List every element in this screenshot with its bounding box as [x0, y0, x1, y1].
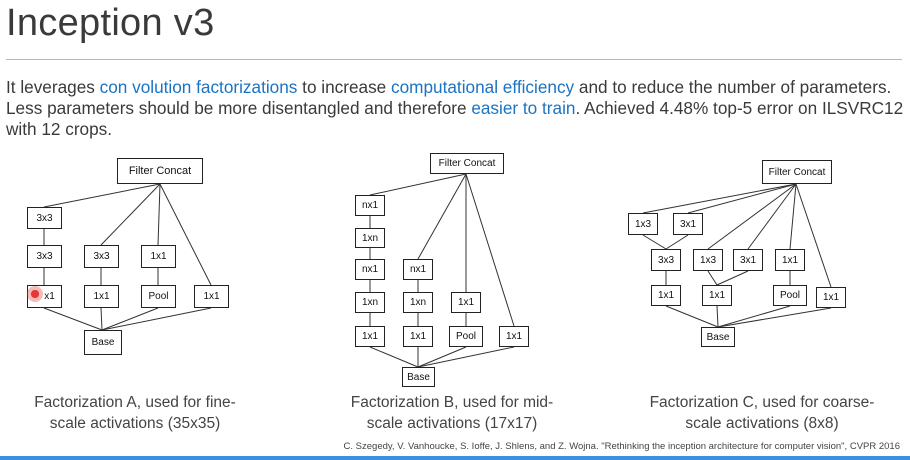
citation: C. Szegedy, V. Vanhoucke, S. Ioffe, J. S… [343, 441, 900, 452]
c-bottom-node-2: 1x1 [702, 285, 732, 306]
a-col3-pool-node: Pool [141, 285, 176, 308]
c-top-node-3x1: 3x1 [673, 213, 703, 235]
b-col4-node-1: 1x1 [499, 326, 529, 347]
b-col2-node-1: nx1 [403, 259, 433, 280]
para-text-1: It leverages [6, 77, 100, 97]
description-paragraph: It leverages con volution factorizations… [6, 77, 906, 140]
bottom-accent-bar [0, 456, 910, 460]
a-caption-line-2: scale activations (35x35) [49, 415, 221, 432]
c-caption-line-1: Factorization C, used for coarse- [649, 394, 875, 411]
a-col1-node-1: 3x3 [27, 207, 62, 229]
b-col1-node-5: 1x1 [355, 326, 385, 347]
para-text-4: . Achieved 4.48% top-5 error on ILSVRC12… [6, 98, 904, 139]
c-caption: Factorization C, used for coarse-scale a… [626, 392, 898, 434]
highlight-convolution-factorizations: con volution factorizations [99, 77, 298, 97]
a-base-node: Base [84, 330, 122, 355]
title-divider [6, 59, 902, 60]
b-caption-line-2: scale activations (17x17) [366, 415, 538, 432]
a-col3-node-1: 1x1 [141, 245, 176, 268]
a-caption: Factorization A, used for fine-scale act… [10, 392, 260, 434]
slide-title: Inception v3 [6, 2, 215, 44]
b-col1-node-4: 1xn [355, 292, 385, 313]
b-caption: Factorization B, used for mid-scale acti… [322, 392, 582, 434]
c-mid-node-1x3: 1x3 [693, 249, 723, 271]
a-col2-node-1: 3x3 [84, 245, 119, 268]
b-col3-pool-node: Pool [449, 326, 483, 347]
a-col2-node-2: 1x1 [84, 285, 119, 308]
b-caption-line-1: Factorization B, used for mid- [350, 394, 554, 411]
a-caption-line-1: Factorization A, used for fine- [34, 394, 236, 411]
b-filter-concat-node: Filter Concat [430, 153, 504, 174]
para-text-2: to increase [297, 77, 392, 97]
c-base-node: Base [701, 327, 735, 347]
c-mid-node-3x3: 3x3 [651, 249, 681, 271]
para-text-3: and to reduce the number of parameters. … [6, 77, 892, 118]
a-col1-node-2: 3x3 [27, 245, 62, 268]
a-filter-concat-node: Filter Concat [117, 158, 203, 184]
b-col3-node-1: 1x1 [451, 292, 481, 313]
cursor-pointer-icon [27, 286, 43, 302]
b-base-node: Base [402, 367, 435, 387]
c-bottom-pool-node: Pool [773, 285, 807, 306]
b-col2-node-2: 1xn [403, 292, 433, 313]
highlight-computational-efficiency: computational efficiency [391, 77, 575, 97]
b-col2-node-3: 1x1 [403, 326, 433, 347]
b-col1-node-2: 1xn [355, 228, 385, 248]
c-caption-line-2: scale activations (8x8) [685, 415, 839, 432]
c-bottom-node-1: 1x1 [651, 285, 681, 306]
highlight-easier-to-train: easier to train [471, 98, 576, 118]
b-col1-node-3: nx1 [355, 259, 385, 280]
c-mid-node-1x1: 1x1 [775, 249, 805, 271]
c-filter-concat-node: Filter Concat [762, 160, 832, 184]
c-mid-node-3x1: 3x1 [733, 249, 763, 271]
c-bottom-node-4: 1x1 [816, 287, 846, 308]
c-top-node-1x3: 1x3 [628, 213, 658, 235]
a-col4-node-1: 1x1 [194, 285, 229, 308]
b-col1-node-1: nx1 [355, 195, 385, 216]
